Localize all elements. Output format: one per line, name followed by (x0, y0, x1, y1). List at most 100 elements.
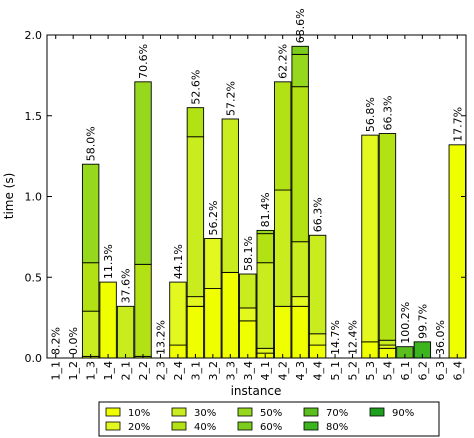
legend-swatch (171, 421, 187, 431)
bar-value-label: 11.3% (102, 244, 115, 279)
bar-segment (204, 238, 222, 290)
bar-value-label: 66.3% (312, 197, 325, 232)
legend-label: 20% (128, 422, 150, 433)
bar-segment (291, 305, 309, 359)
legend-label: 50% (260, 408, 282, 419)
legend-swatch (237, 407, 253, 417)
legend-swatch (303, 407, 319, 417)
data-labels-layer: 8.2% 0.0% 58.0% 11.3% 37.6% 70.6% 13.2% 44.1% 52… (50, 8, 465, 355)
bar-segment (239, 307, 257, 322)
bar-segment (99, 281, 117, 359)
bar-value-label: 56.2% (207, 201, 220, 236)
bar-value-label: 66.3% (381, 96, 394, 131)
bar-segment (134, 263, 152, 357)
bar-value-label: 100.2% (399, 302, 412, 344)
bar-segment (256, 262, 274, 349)
legend-swatch (105, 421, 121, 431)
bar-segment (81, 310, 100, 357)
y-axis-label: time (s) (2, 173, 16, 220)
bar-value-label: 70.6% (137, 44, 150, 79)
y-tick-label: 1.5 (25, 110, 43, 123)
x-tick-label: 4_3 (294, 361, 307, 381)
legend-swatch (303, 421, 319, 431)
bar-segment (378, 133, 397, 341)
x-tick-label: 3_2 (207, 361, 220, 381)
bar-segment (81, 262, 100, 312)
bar-segment (186, 136, 205, 298)
bar-value-label: 44.1% (172, 244, 185, 279)
legend-swatch (171, 407, 187, 417)
x-tick-label: 4_2 (277, 361, 290, 381)
bar-value-label: 58.0% (85, 126, 98, 161)
x-tick-label: 4_1 (259, 361, 272, 381)
bar-segment (256, 229, 274, 235)
axes-layer: 1_1 1_2 1_3 1_4 2_1 2_2 2_3 2_4 3_1 3_2 3_3 3_4 4_1 4… (25, 29, 466, 381)
bar-value-label: 8.2% (50, 327, 63, 355)
y-tick-label: 0.5 (25, 271, 43, 284)
legend-label: 80% (326, 422, 348, 433)
bar-segment (239, 273, 257, 309)
x-tick-label: 3_3 (224, 361, 237, 381)
legend-label: 70% (326, 408, 348, 419)
bar-value-label: 56.8% (364, 97, 377, 132)
bar-value-label: 68.6% (294, 8, 307, 43)
bar-value-label: 62.2% (277, 44, 290, 79)
legend-swatch (237, 421, 253, 431)
x-tick-label: 2_2 (137, 361, 150, 381)
bar-segment (116, 305, 135, 359)
bar-value-label: 13.2% (154, 320, 167, 355)
bar-segment (186, 305, 205, 359)
legend-label: 60% (260, 422, 282, 433)
bar-segment (239, 320, 257, 359)
bar-segment (274, 305, 292, 359)
bar-segment (448, 144, 466, 359)
bar-segment (378, 344, 397, 349)
legend-label: 40% (194, 422, 216, 433)
bar-segment (134, 81, 152, 265)
x-tick-label: 4_4 (312, 361, 325, 381)
bar-segment (274, 189, 292, 307)
bar-segment (169, 281, 187, 346)
legend: 10% 20% 30% 40% 50% 60% 70% 80% 90% (98, 401, 440, 437)
bar-segment (186, 107, 205, 138)
bar-segment (81, 163, 100, 264)
x-tick-label: 1_1 (50, 361, 63, 381)
bar-value-label: 12.4% (347, 320, 360, 355)
bar-value-label: 81.4% (259, 192, 272, 227)
bar-segment (221, 271, 239, 359)
x-tick-label: 5_3 (364, 361, 377, 381)
x-tick-label: 2_3 (154, 361, 167, 381)
bar-segment (361, 134, 379, 343)
x-tick-label: 6_3 (434, 361, 447, 381)
bar-value-label: 17.7% (451, 107, 464, 142)
bar-segment (308, 234, 327, 335)
bar-value-label: 36.0% (434, 320, 447, 355)
bar-value-label: 37.6% (120, 268, 133, 303)
x-tick-label: 3_1 (189, 361, 202, 381)
x-tick-label: 6_1 (399, 361, 412, 381)
bar-segment (256, 347, 274, 354)
x-tick-label: 6_4 (451, 361, 464, 381)
x-tick-label: 3_4 (242, 361, 255, 381)
bar-segment (204, 288, 222, 359)
y-tick-label: 1.0 (25, 191, 43, 204)
x-tick-label: 5_4 (381, 361, 394, 381)
bar-segment (308, 333, 327, 346)
bar-segment (291, 45, 309, 55)
bar-segment (186, 296, 205, 307)
bar-segment (378, 339, 397, 346)
x-tick-label: 5_2 (347, 361, 360, 381)
x-tick-label: 5_1 (329, 361, 342, 381)
x-tick-label: 1_3 (85, 361, 98, 381)
bar-value-label: 99.7% (416, 304, 429, 339)
bar-segment (256, 233, 274, 264)
bar-segment (291, 86, 309, 243)
legend-swatch (369, 407, 385, 417)
x-axis-label: instance (231, 384, 282, 398)
bar-value-label: 14.7% (329, 320, 342, 355)
bar-value-label: 52.6% (189, 70, 202, 105)
legend-label: 30% (194, 408, 216, 419)
bar-segment (221, 118, 239, 273)
bar-value-label: 0.0% (67, 327, 80, 355)
